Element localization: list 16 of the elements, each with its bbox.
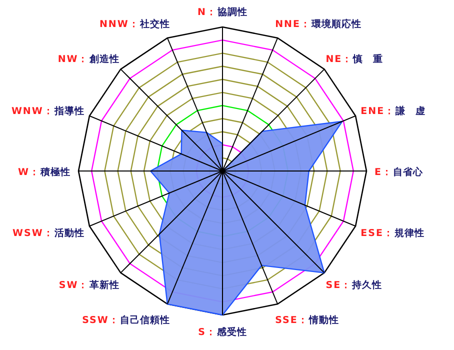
spoke-label: NNW：社交性	[99, 18, 170, 30]
spoke-label: NNE：環境順応性	[275, 18, 362, 30]
spoke-label: S：感受性	[198, 326, 247, 338]
spoke-label: SE：持久性	[326, 279, 382, 292]
spoke-label: SSE：情動性	[275, 314, 339, 326]
spoke-label: W：積極性	[18, 166, 70, 178]
spoke-label: ESE：規律性	[360, 227, 424, 240]
spoke-label: SW：革新性	[58, 279, 120, 292]
spoke-label: NW：創造性	[58, 52, 120, 65]
spoke-label: ENE：謙 虚	[360, 104, 426, 117]
spoke-label: WNW：指導性	[11, 104, 84, 117]
spoke-label: NE：慎 重	[326, 52, 384, 65]
spoke-label: N：協調性	[198, 6, 248, 18]
spoke-label: E：自省心	[374, 166, 424, 178]
spoke-label: SSW：自己信頼性	[82, 314, 170, 326]
spoke-label: WSW：活動性	[12, 227, 84, 240]
